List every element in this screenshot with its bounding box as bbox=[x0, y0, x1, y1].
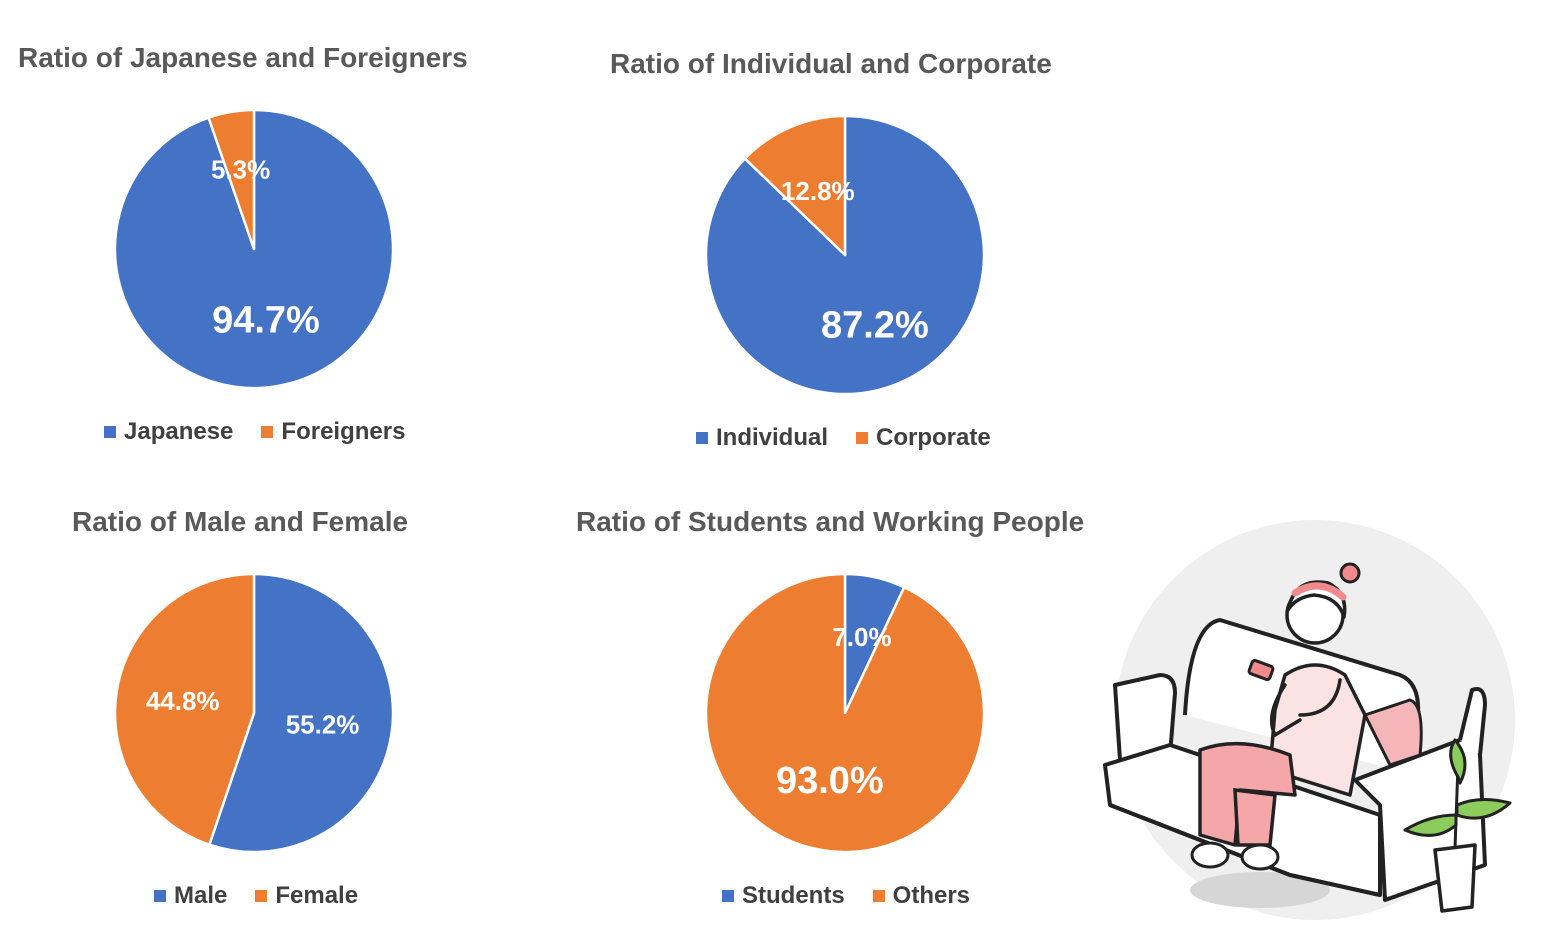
pie-slice-others bbox=[704, 572, 986, 854]
woman-arm-right bbox=[1298, 678, 1342, 717]
data-label: 87.2% bbox=[821, 304, 929, 346]
legend-label: Male bbox=[174, 882, 228, 909]
legend-label: Foreigners bbox=[281, 418, 406, 445]
legend-swatch bbox=[722, 890, 734, 902]
legend-item-japanese: Japanese bbox=[104, 418, 233, 446]
chart-title: Ratio of Japanese and Foreigners bbox=[18, 42, 468, 73]
woman-foot-right bbox=[1240, 843, 1280, 871]
pie-slice-male bbox=[208, 572, 395, 854]
data-label: 5.3% bbox=[211, 154, 270, 184]
data-label: 12.8% bbox=[781, 176, 855, 206]
legend-item-others: Others bbox=[872, 882, 971, 910]
legend-label: Individual bbox=[716, 424, 829, 451]
pie-slice-japanese bbox=[113, 108, 395, 390]
data-label: 55.2% bbox=[286, 709, 360, 739]
data-label: 93.0% bbox=[776, 760, 884, 802]
pie-slice-female bbox=[113, 572, 256, 846]
legend-item-students: Students bbox=[722, 882, 845, 910]
chart-title: Ratio of Students and Working People bbox=[576, 506, 1085, 537]
woman-hair-bun bbox=[1339, 562, 1361, 584]
legend-swatch bbox=[154, 890, 166, 902]
plant-pot bbox=[1433, 843, 1477, 913]
legend: Japanese Foreigners bbox=[104, 418, 405, 446]
pie-slice-corporate bbox=[743, 114, 847, 257]
legend-label: Others bbox=[892, 882, 971, 909]
legend-item-corporate: Corporate bbox=[856, 424, 991, 452]
legend-label: Female bbox=[275, 882, 359, 909]
pie-slice-foreigners bbox=[207, 108, 256, 251]
legend-label: Japanese bbox=[124, 418, 234, 445]
plant-leaf bbox=[1455, 798, 1512, 820]
legend: Students Others bbox=[722, 882, 970, 910]
legend-item-foreigners: Foreigners bbox=[261, 418, 405, 446]
floor-shadow bbox=[1190, 872, 1330, 908]
legend: Male Female bbox=[154, 882, 358, 910]
legend-swatch bbox=[255, 890, 268, 902]
woman-dress bbox=[1268, 663, 1367, 797]
legend: Individual Corporate bbox=[696, 424, 991, 452]
plant-leaf bbox=[1449, 738, 1467, 785]
cushion bbox=[1362, 698, 1423, 767]
legend-swatch bbox=[856, 432, 869, 444]
legend-item-individual: Individual bbox=[696, 424, 828, 452]
sofa-front bbox=[1109, 803, 1381, 897]
legend-item-female: Female bbox=[255, 882, 358, 910]
legend-swatch bbox=[872, 890, 885, 902]
chart-title: Ratio of Male and Female bbox=[72, 506, 409, 537]
woman-arm bbox=[1269, 683, 1302, 738]
data-label: 44.8% bbox=[146, 686, 220, 716]
data-label: 94.7% bbox=[212, 299, 320, 341]
pie-slice-students bbox=[843, 572, 906, 715]
woman-foot-left bbox=[1190, 841, 1230, 869]
legend-swatch bbox=[696, 432, 708, 444]
legend-item-male: Male bbox=[154, 882, 227, 910]
data-label: 7.0% bbox=[832, 622, 891, 652]
legend-label: Students bbox=[742, 882, 845, 909]
sofa-left-arm bbox=[1113, 673, 1177, 762]
chart-title: Ratio of Individual and Corporate bbox=[610, 48, 1052, 79]
woman-lower-leg bbox=[1233, 788, 1277, 847]
plant-leaf bbox=[1403, 813, 1458, 837]
woman-headband bbox=[1291, 582, 1347, 601]
woman-on-sofa-illustration bbox=[1103, 520, 1515, 920]
pie-slice-individual bbox=[704, 114, 986, 396]
legend-label: Corporate bbox=[876, 424, 991, 451]
legend-swatch bbox=[104, 426, 116, 438]
legend-swatch bbox=[261, 426, 274, 438]
phone-icon bbox=[1247, 659, 1275, 681]
sofa-right-arm-top bbox=[1458, 687, 1487, 756]
